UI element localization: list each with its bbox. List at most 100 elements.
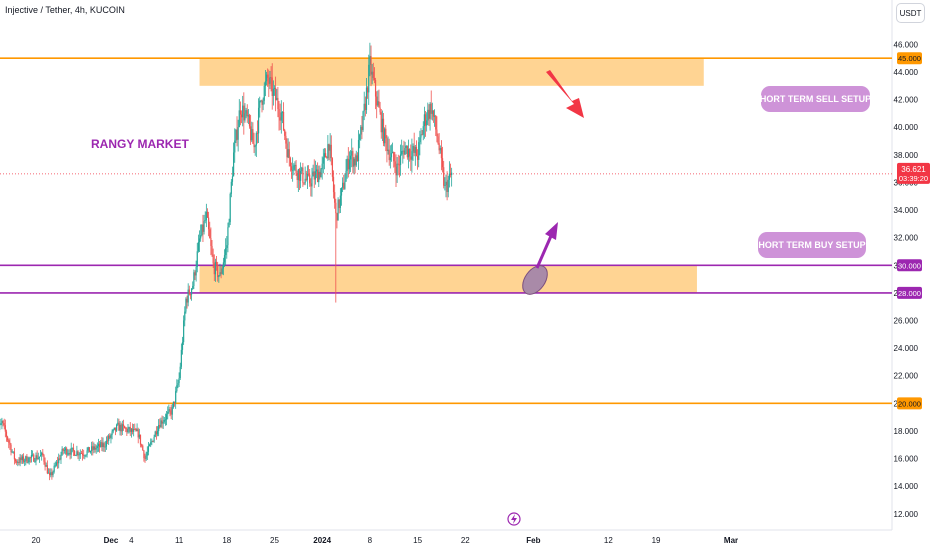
candle-body — [0, 423, 1, 425]
currency-button[interactable]: USDT — [896, 3, 925, 23]
candle-body — [102, 443, 103, 447]
candle-body — [273, 89, 274, 96]
y-tick-label: 38.000 — [894, 151, 919, 160]
candle-body — [341, 188, 342, 196]
candle-body — [55, 465, 56, 466]
candle-body — [172, 407, 173, 414]
candle-body — [154, 437, 155, 442]
candle-body — [23, 456, 24, 461]
candle-body — [343, 183, 344, 189]
candle-body — [365, 104, 366, 110]
candle-body — [412, 146, 413, 151]
candle-body — [256, 133, 257, 145]
candle-body — [307, 174, 308, 180]
candle-body — [404, 148, 405, 154]
candle-body — [10, 445, 11, 452]
candle-body — [310, 183, 311, 186]
candle-body — [22, 456, 23, 460]
candle-body — [85, 455, 86, 456]
candle-body — [208, 218, 209, 230]
candle-body — [115, 428, 116, 431]
candle-body — [84, 456, 85, 457]
candle-body — [294, 165, 295, 166]
candle-body — [132, 429, 133, 432]
candle-body — [64, 450, 65, 451]
candle-body — [231, 182, 232, 194]
candle-body — [276, 98, 277, 100]
candle-body — [181, 350, 182, 367]
candle-body — [335, 203, 336, 213]
x-tick-label: Mar — [724, 536, 738, 545]
candle-body — [314, 171, 315, 179]
candle-body — [186, 299, 187, 303]
candle-body — [260, 100, 261, 101]
candle-body — [33, 455, 34, 462]
x-tick-label: 2024 — [313, 536, 331, 545]
candle-body — [358, 140, 359, 161]
candle-body — [100, 442, 101, 447]
candle-body — [280, 117, 281, 120]
candle-body — [258, 108, 259, 134]
candle-body — [248, 115, 249, 116]
candle-body — [63, 449, 64, 451]
candle-body — [368, 65, 369, 93]
candle-body — [268, 78, 269, 84]
candle-body — [351, 151, 352, 156]
candle-body — [106, 441, 107, 447]
candle-body — [147, 452, 148, 456]
candle-body — [24, 461, 25, 462]
candle-body — [318, 172, 319, 182]
y-tick-label: 32.000 — [894, 234, 919, 243]
candle-body — [148, 446, 149, 452]
candle-body — [330, 145, 331, 151]
candle-body — [369, 56, 370, 65]
candle-body — [357, 155, 358, 161]
candle-body — [171, 410, 172, 414]
candle-body — [89, 447, 90, 452]
candle-body — [139, 435, 140, 438]
candle-body — [240, 110, 241, 114]
candle-body — [266, 75, 267, 82]
candle-body — [114, 428, 115, 430]
candle-body — [274, 88, 275, 89]
x-tick-label: 12 — [604, 536, 613, 545]
candle-body — [91, 446, 92, 451]
candle-body — [99, 444, 100, 447]
candle-body — [122, 424, 123, 431]
candle-body — [197, 251, 198, 267]
x-tick-label: 8 — [368, 536, 373, 545]
zone-sell — [200, 58, 704, 86]
candle-body — [437, 136, 438, 143]
candle-body — [264, 86, 265, 101]
y-tick-label: 12.000 — [894, 510, 919, 519]
candle-body — [308, 174, 309, 175]
candle-body — [73, 448, 74, 451]
candle-body — [151, 441, 152, 442]
candle-body — [134, 429, 135, 430]
candle-body — [12, 452, 13, 453]
candle-body — [224, 255, 225, 262]
candle-body — [270, 77, 271, 78]
candle-body — [316, 170, 317, 172]
candle-body — [196, 267, 197, 275]
candle-body — [429, 104, 430, 119]
candle-body — [17, 462, 18, 463]
candle-body — [414, 146, 415, 153]
candle-body — [440, 148, 441, 150]
candle-body — [20, 458, 21, 463]
candle-body — [165, 419, 166, 420]
candle-body — [387, 150, 388, 151]
candle-body — [192, 286, 193, 289]
candle-body — [203, 221, 204, 232]
x-tick-label: Dec — [104, 536, 119, 545]
candle-body — [74, 451, 75, 456]
candle-body — [191, 289, 192, 295]
candle-body — [62, 449, 63, 455]
candle-body — [206, 212, 207, 221]
candle-body — [420, 134, 421, 137]
candle-body — [425, 114, 426, 125]
candle-body — [290, 158, 291, 166]
y-tick-label: 40.000 — [894, 123, 919, 132]
candle-body — [48, 473, 49, 474]
